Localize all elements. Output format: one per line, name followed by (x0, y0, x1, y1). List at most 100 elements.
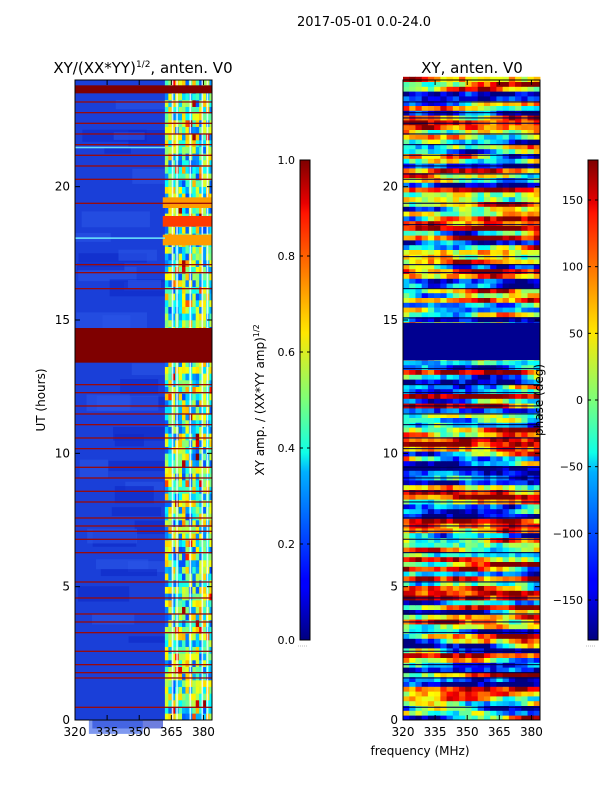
right-heatmap-cell (427, 700, 435, 706)
left-heatmap-cell (164, 706, 169, 714)
right-heatmap-cell (403, 561, 410, 567)
right-heatmap-cell (508, 292, 516, 298)
right-heatmap-cell (446, 556, 454, 562)
right-heatmap-cell (427, 552, 435, 558)
right-heatmap-cell (515, 456, 522, 462)
right-heatmap-cell (477, 240, 485, 246)
right-heatmap-cell (477, 278, 485, 284)
left-heatmap-cell (182, 253, 186, 261)
left-heatmap-cell (209, 286, 213, 294)
right-heatmap-cell (527, 508, 535, 514)
left-heatmap-cell (168, 646, 173, 654)
right-heatmap-cell (427, 504, 435, 510)
right-heatmap-cell (415, 134, 423, 140)
right-heatmap-cell (434, 460, 441, 466)
left-heatmap-cell (185, 460, 190, 467)
right-heatmap-cell (459, 192, 466, 198)
right-heatmap-cell (434, 374, 441, 380)
left-heatmap-cell (209, 246, 213, 254)
right-heatmap-cell (502, 513, 510, 519)
left-heatmap-cell (178, 313, 183, 321)
right-heatmap-cell (533, 480, 541, 486)
right-heatmap-cell (521, 91, 528, 97)
right-heatmap-cell (477, 590, 485, 596)
right-heatmap-cell (415, 556, 423, 562)
right-heatmap-cell (533, 552, 541, 558)
right-heatmap-cell (459, 547, 466, 553)
right-heatmap-cell (502, 456, 510, 462)
right-heatmap-cell (452, 585, 460, 591)
y-tick-label: 5 (62, 580, 70, 594)
right-heatmap-cell (415, 374, 423, 380)
right-heatmap-cell (483, 96, 491, 102)
left-heatmap-cell (185, 600, 190, 607)
left-heatmap-cell (202, 80, 207, 87)
right-heatmap-cell (440, 374, 447, 380)
left-heatmap-cell (199, 620, 203, 627)
right-flagged-row (403, 133, 540, 135)
right-heatmap-cell (515, 705, 522, 711)
right-heatmap-cell (490, 465, 497, 471)
right-heatmap-cell (521, 552, 528, 558)
left-heatmap-cell (171, 433, 176, 441)
right-heatmap-cell (502, 604, 510, 610)
left-heatmap-cell (168, 373, 173, 381)
right-heatmap-cell (483, 230, 491, 236)
left-heatmap-cell (185, 506, 190, 514)
right-heatmap-cell (533, 91, 541, 97)
left-heatmap-cell (199, 180, 203, 187)
right-heatmap-cell (409, 76, 416, 82)
left-heatmap-cell (199, 360, 203, 367)
right-heatmap-cell (440, 542, 447, 548)
right-heatmap-cell (415, 388, 423, 394)
right-heatmap-cell (533, 648, 541, 654)
left-heatmap-cell (195, 106, 200, 114)
right-heatmap-cell (477, 153, 485, 159)
right-heatmap-cell (483, 302, 491, 308)
right-heatmap-cell (508, 230, 516, 236)
left-heatmap-cell (209, 380, 213, 387)
left-heatmap-cell (171, 640, 176, 647)
left-heatmap-cell (192, 500, 197, 507)
right-heatmap-cell (477, 436, 485, 442)
right-heatmap-cell (459, 427, 466, 433)
right-heatmap-cell (421, 393, 429, 399)
right-heatmap-cell (459, 225, 466, 231)
left-heatmap-cell (202, 493, 207, 501)
right-heatmap-cell (446, 648, 454, 654)
right-heatmap-cell (440, 528, 447, 534)
right-heatmap-cell (452, 667, 460, 673)
right-heatmap-cell (446, 76, 454, 82)
right-heatmap-cell (483, 542, 491, 548)
right-heatmap-cell (465, 460, 472, 466)
right-heatmap-cell (446, 686, 454, 692)
right-heatmap-cell (471, 398, 479, 404)
right-heatmap-cell (403, 465, 410, 471)
right-heatmap-cell (434, 264, 441, 270)
left-heatmap-cell (199, 373, 203, 381)
right-heatmap-cell (533, 96, 541, 102)
right-heatmap-cell (508, 192, 516, 198)
right-heatmap-cell (415, 312, 423, 318)
right-heatmap-cell (515, 532, 522, 538)
left-heatmap-cell (202, 406, 207, 414)
left-heatmap-cell (195, 440, 200, 447)
left-heatmap-cell (202, 293, 207, 301)
right-heatmap-cell (459, 576, 466, 582)
right-heatmap-cell (440, 657, 447, 663)
left-heatmap-cell (192, 626, 197, 634)
left-flagged-row (75, 202, 212, 204)
right-heatmap-cell (427, 624, 435, 630)
left-heatmap-cell (164, 360, 169, 367)
right-heatmap-cell (409, 158, 416, 164)
right-heatmap-cell (452, 153, 460, 159)
right-heatmap-cell (521, 124, 528, 130)
left-heatmap-cell (168, 186, 173, 194)
right-heatmap-cell (403, 292, 410, 298)
y-tick-label: 15 (55, 313, 70, 327)
right-heatmap-cell (440, 537, 447, 543)
left-heatmap-cell (164, 393, 169, 401)
right-heatmap-cell (515, 316, 522, 322)
right-heatmap-cell (527, 561, 535, 567)
